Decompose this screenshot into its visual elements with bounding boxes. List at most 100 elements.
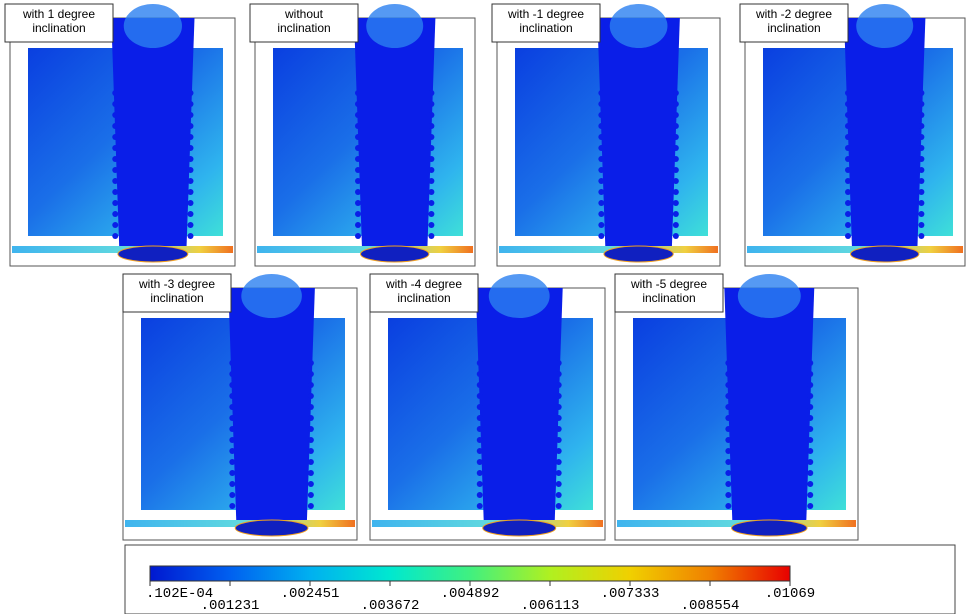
- thread: [355, 233, 361, 239]
- thread: [672, 211, 679, 217]
- thread: [555, 371, 562, 377]
- thread: [112, 200, 119, 206]
- thread: [229, 360, 236, 366]
- thread: [428, 233, 435, 239]
- thread: [112, 123, 119, 129]
- thread: [918, 222, 925, 228]
- thread: [229, 492, 236, 498]
- thread: [355, 112, 361, 118]
- thread: [725, 503, 732, 509]
- thread: [725, 448, 732, 454]
- thread: [672, 123, 679, 129]
- thread: [355, 134, 361, 140]
- thread: [845, 145, 851, 151]
- thread: [112, 233, 119, 239]
- thread: [555, 459, 562, 465]
- thread: [355, 222, 361, 228]
- thread: [428, 90, 435, 96]
- legend-label: .007333: [601, 586, 660, 602]
- thread: [476, 459, 483, 465]
- thread: [807, 503, 814, 509]
- thread: [428, 178, 435, 184]
- thread: [725, 371, 732, 377]
- thread: [307, 492, 314, 498]
- thread: [476, 470, 483, 476]
- thread: [725, 382, 732, 388]
- thread: [355, 167, 361, 173]
- label-box: [249, 3, 359, 43]
- apex-stress: [482, 519, 557, 537]
- panel-label: inclination: [642, 291, 695, 305]
- thread: [476, 393, 483, 399]
- legend-label: .001231: [201, 598, 260, 614]
- thread: [187, 90, 194, 96]
- thread: [307, 448, 314, 454]
- thread: [918, 145, 925, 151]
- thread: [555, 404, 562, 410]
- thread: [672, 112, 679, 118]
- thread: [807, 360, 814, 366]
- thread: [187, 123, 194, 129]
- implant: [475, 288, 563, 522]
- thread: [307, 503, 314, 509]
- thread: [672, 189, 679, 195]
- thread: [428, 200, 435, 206]
- thread: [428, 145, 435, 151]
- thread: [187, 156, 194, 162]
- thread: [725, 481, 732, 487]
- thread: [918, 167, 925, 173]
- thread: [476, 492, 483, 498]
- thread: [476, 437, 483, 443]
- thread: [307, 481, 314, 487]
- thread: [355, 90, 361, 96]
- thread: [187, 112, 194, 118]
- thread: [918, 123, 925, 129]
- thread: [112, 189, 119, 195]
- thread: [428, 156, 435, 162]
- thread: [355, 178, 361, 184]
- thread: [918, 101, 925, 107]
- thread: [725, 470, 732, 476]
- thread: [355, 101, 361, 107]
- thread: [672, 167, 679, 173]
- thread: [555, 492, 562, 498]
- thread: [355, 200, 361, 206]
- thread: [476, 481, 483, 487]
- thread: [845, 233, 851, 239]
- thread: [428, 123, 435, 129]
- thread: [428, 189, 435, 195]
- thread: [112, 222, 119, 228]
- thread: [187, 134, 194, 140]
- thread: [307, 470, 314, 476]
- label-box: [739, 3, 849, 43]
- legend-label: .004892: [441, 586, 500, 602]
- legend-label: .002451: [281, 586, 340, 602]
- thread: [598, 189, 605, 195]
- thread: [725, 360, 732, 366]
- thread: [845, 200, 851, 206]
- thread: [187, 145, 194, 151]
- thread: [807, 448, 814, 454]
- thread: [672, 101, 679, 107]
- thread: [672, 134, 679, 140]
- panel-label: with -2 degree: [755, 7, 832, 21]
- label-box: [122, 273, 232, 313]
- thread: [476, 448, 483, 454]
- thread: [672, 90, 679, 96]
- thread: [428, 134, 435, 140]
- thread: [598, 145, 605, 151]
- implant: [228, 288, 315, 522]
- thread: [187, 222, 194, 228]
- thread: [725, 459, 732, 465]
- thread: [555, 360, 562, 366]
- thread: [555, 470, 562, 476]
- thread: [598, 112, 605, 118]
- thread: [672, 222, 679, 228]
- thread: [428, 112, 435, 118]
- stress-top: [488, 274, 550, 318]
- thread: [229, 382, 236, 388]
- thread: [112, 112, 119, 118]
